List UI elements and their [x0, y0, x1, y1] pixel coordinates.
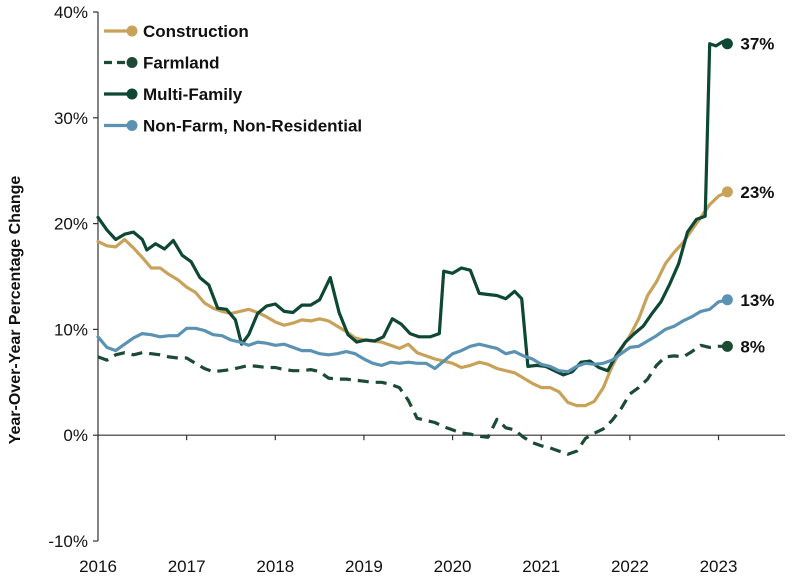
x-tick-label: 2017 [168, 557, 206, 576]
end-marker-non-farm-non-residential [721, 294, 733, 306]
y-tick-label: 20% [54, 215, 88, 234]
legend-label-construction: Construction [143, 22, 249, 41]
axes: -10% 0% 10% 20% 30% 40% 2016 2017 2018 2019 2020 20… [48, 3, 785, 576]
x-tick-label: 2023 [700, 557, 738, 576]
series-line-construction [96, 190, 729, 408]
series-lines [96, 38, 733, 456]
y-axis-label: Year-Over-Year Percentage Change [7, 176, 24, 445]
end-marker-multi-family [721, 38, 733, 50]
y-tick-label: 30% [54, 109, 88, 128]
series-line-non-farm-non-residential [96, 298, 729, 374]
legend: Construction Farmland Multi-Family Non-Farm… [104, 22, 362, 136]
x-tick-label: 2020 [434, 557, 472, 576]
legend-marker-non-farm-non-residential [126, 120, 138, 131]
end-label-multi-family: 37% [740, 35, 774, 54]
legend-marker-multi-family [126, 88, 138, 100]
y-tick-label: 40% [54, 3, 88, 22]
end-label-non-farm-non-residential: 13% [740, 291, 774, 310]
end-marker-farmland [721, 340, 733, 352]
x-tick-label: 2016 [79, 557, 117, 576]
x-tick-label: 2019 [345, 557, 383, 576]
legend-label-multi-family: Multi-Family [143, 85, 243, 104]
y-tick-label: -10% [48, 532, 88, 551]
y-tick-label: 0% [63, 426, 88, 445]
legend-label-non-farm-non-residential: Non-Farm, Non-Residential [143, 117, 362, 136]
legend-label-farmland: Farmland [143, 54, 220, 73]
end-label-construction: 23% [740, 183, 774, 202]
x-tick-label: 2018 [256, 557, 294, 576]
y-tick-label: 10% [54, 320, 88, 339]
legend-marker-construction [126, 25, 138, 37]
series-line-multi-family [96, 40, 729, 377]
end-label-farmland: 8% [740, 337, 765, 356]
legend-marker-farmland [126, 57, 138, 68]
x-tick-label: 2022 [611, 557, 649, 576]
x-tick-label: 2021 [522, 557, 560, 576]
series-line-farmland [97, 343, 728, 456]
end-labels: 23% 8% 37% 13% [740, 35, 774, 357]
end-marker-construction [721, 186, 733, 198]
